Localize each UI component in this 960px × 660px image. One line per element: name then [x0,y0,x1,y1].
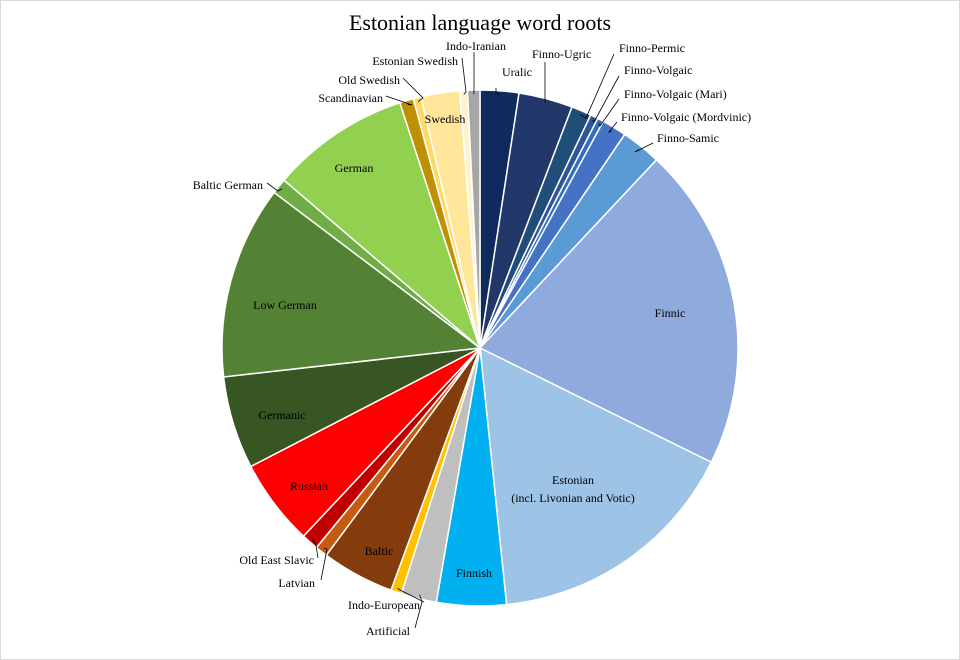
pie-slices [221,89,739,607]
leader-line [607,121,618,133]
leader-line [592,75,620,123]
leader-line [266,182,283,192]
slice-label: Swedish [425,112,466,126]
slice-label: Germanic [258,408,305,422]
leader-line [598,98,620,127]
leader-line [579,53,615,119]
slice-label: Indo-European [348,598,420,612]
slice-label: Finno-Volgaic [624,63,692,77]
slice-label: Estonian (incl. Livonian and Votic) [511,473,635,505]
leader-line [397,587,425,603]
slice-label: Baltic [365,544,394,558]
slice-label: Finno-Permic [619,41,685,55]
leader-line [402,77,424,102]
slice-label: Old Swedish [338,73,400,87]
leader-line [461,57,467,95]
leader-line [414,594,423,629]
leader-line [385,95,413,106]
slice-label: Finno-Ugric [532,47,591,61]
slice-label: Latvian [278,576,315,590]
chart-title: Estonian language word roots [348,10,612,35]
leader-line [634,142,654,153]
leader-line [312,538,319,559]
slice-label: Indo-Iranian [446,39,506,53]
slice-label: Estonian Swedish [372,54,458,68]
pie-slice-finnic [478,158,739,464]
slice-label: Finno-Volgaic (Mari) [624,87,727,101]
slice-label: Finno-Volgaic (Mordvinic) [621,110,751,124]
slice-label: Finno-Samic [657,131,719,145]
slice-label: Artificial [366,624,411,638]
slice-label: Baltic German [193,178,263,192]
slice-label: German [335,161,374,175]
slice-label: Low German [253,298,317,312]
slice-label: Uralic [502,65,532,79]
slice-label: Finnish [456,566,492,580]
slice-label: Russian [290,479,328,493]
slice-label: Scandinavian [318,91,383,105]
slice-label: Old East Slavic [239,553,314,567]
leader-line [320,547,328,581]
slice-label: Finnic [655,306,686,320]
pie-slice-german [282,101,482,351]
leader-lines [266,52,654,629]
pie-slice-low-german [221,191,482,378]
leader-line [495,88,500,96]
pie-slice-estonian [479,346,713,606]
